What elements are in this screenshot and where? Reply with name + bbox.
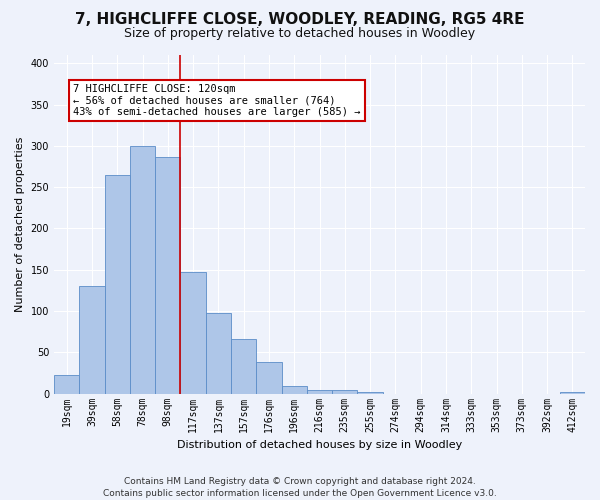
Bar [358,392,383,394]
Bar [332,390,358,394]
Bar [181,272,206,394]
Bar [256,362,281,394]
Bar [560,392,585,394]
Bar [79,286,104,394]
Y-axis label: Number of detached properties: Number of detached properties [15,136,25,312]
Text: Size of property relative to detached houses in Woodley: Size of property relative to detached ho… [124,28,476,40]
Bar [130,146,155,394]
Bar [281,386,307,394]
Bar [206,312,231,394]
Bar [104,175,130,394]
Bar [54,376,79,394]
Text: Contains HM Land Registry data © Crown copyright and database right 2024.
Contai: Contains HM Land Registry data © Crown c… [103,476,497,498]
Bar [155,156,181,394]
Bar [231,339,256,394]
Text: 7 HIGHCLIFFE CLOSE: 120sqm
← 56% of detached houses are smaller (764)
43% of sem: 7 HIGHCLIFFE CLOSE: 120sqm ← 56% of deta… [73,84,361,117]
Bar [307,390,332,394]
Text: 7, HIGHCLIFFE CLOSE, WOODLEY, READING, RG5 4RE: 7, HIGHCLIFFE CLOSE, WOODLEY, READING, R… [75,12,525,28]
X-axis label: Distribution of detached houses by size in Woodley: Distribution of detached houses by size … [177,440,462,450]
